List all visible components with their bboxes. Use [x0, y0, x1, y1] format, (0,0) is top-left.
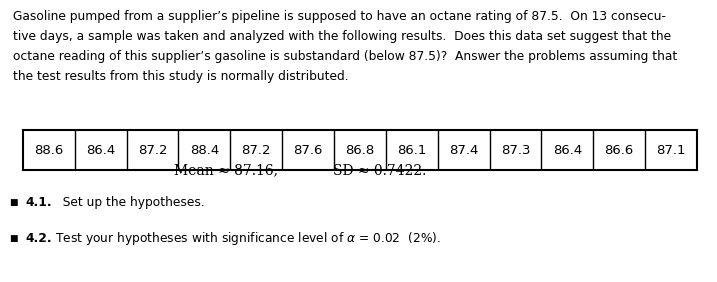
- Text: 86.4: 86.4: [553, 144, 582, 157]
- Text: 87.1: 87.1: [656, 144, 685, 157]
- Text: 86.1: 86.1: [397, 144, 427, 157]
- Text: 87.2: 87.2: [242, 144, 271, 157]
- Text: 4.2.: 4.2.: [25, 232, 52, 245]
- Text: 86.6: 86.6: [604, 144, 634, 157]
- Text: 88.4: 88.4: [190, 144, 219, 157]
- Text: 87.6: 87.6: [293, 144, 323, 157]
- Text: 87.4: 87.4: [449, 144, 478, 157]
- Text: Gasoline pumped from a supplier’s pipeline is supposed to have an octane rating : Gasoline pumped from a supplier’s pipeli…: [13, 10, 666, 23]
- Text: octane reading of this supplier’s gasoline is substandard (below 87.5)?  Answer : octane reading of this supplier’s gasoli…: [13, 50, 677, 63]
- Text: ■: ■: [9, 198, 18, 207]
- Text: 86.8: 86.8: [346, 144, 374, 157]
- Text: Set up the hypotheses.: Set up the hypotheses.: [55, 196, 205, 209]
- Text: tive days, a sample was taken and analyzed with the following results.  Does thi: tive days, a sample was taken and analyz…: [13, 30, 671, 43]
- Text: 87.2: 87.2: [138, 144, 167, 157]
- Text: Test your hypotheses with significance level of $\alpha$ = 0.02  (2%).: Test your hypotheses with significance l…: [55, 230, 441, 247]
- Text: SD ≈ 0.7422.: SD ≈ 0.7422.: [333, 164, 427, 178]
- Text: 87.3: 87.3: [500, 144, 530, 157]
- Text: Mean ≈ 87.16,: Mean ≈ 87.16,: [174, 164, 278, 178]
- Text: ■: ■: [9, 234, 18, 243]
- Text: 4.1.: 4.1.: [25, 196, 52, 209]
- Text: the test results from this study is normally distributed.: the test results from this study is norm…: [13, 70, 348, 83]
- Text: 86.4: 86.4: [86, 144, 115, 157]
- Text: 88.6: 88.6: [34, 144, 64, 157]
